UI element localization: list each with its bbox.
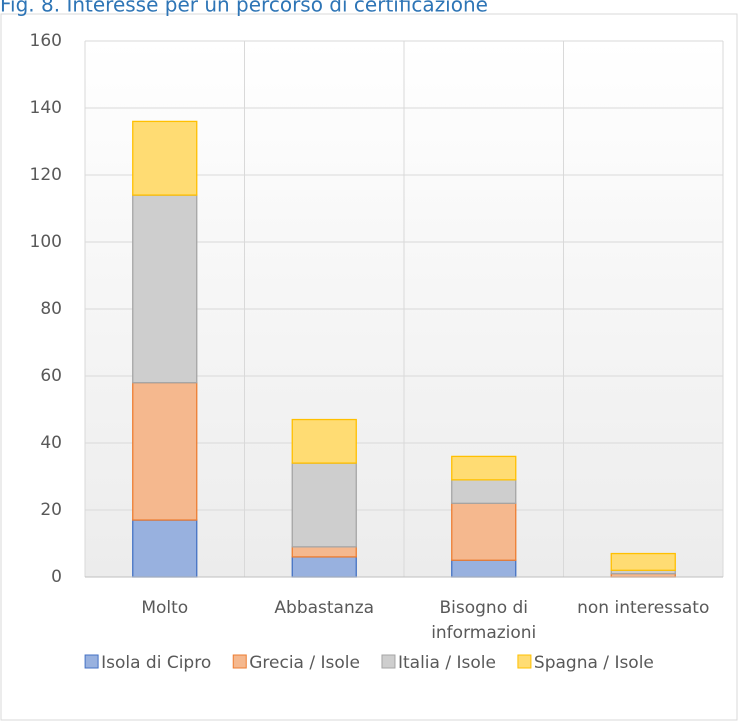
x-tick-label: Abbastanza (274, 598, 375, 618)
legend-swatch (381, 654, 396, 669)
y-tick-label: 20 (40, 500, 62, 520)
bar-segment (610, 552, 676, 571)
y-tick-label: 140 (30, 98, 62, 118)
bar-segment (451, 455, 517, 481)
bar-segment (291, 546, 357, 558)
legend-label: Spagna / Isole (534, 653, 654, 673)
y-tick-label: 120 (30, 165, 62, 185)
bar-segment (132, 120, 198, 196)
legend-swatch (232, 654, 247, 669)
legend-label: Grecia / Isole (249, 653, 360, 673)
bar-segment (132, 519, 198, 578)
legend-label: Isola di Cipro (101, 653, 211, 673)
bar-segment (451, 559, 517, 578)
legend-label: Italia / Isole (398, 653, 496, 673)
bar-segment (132, 194, 198, 384)
bar-segment (291, 556, 357, 578)
y-tick-label: 80 (40, 299, 62, 319)
x-tick-label: Bisogno di informazioni (431, 598, 537, 643)
y-tick-label: 160 (30, 31, 62, 51)
y-tick-label: 100 (30, 232, 62, 252)
bar-segment (291, 418, 357, 464)
x-tick-label: non interessato (577, 598, 710, 618)
y-tick-label: 60 (40, 366, 62, 386)
bar-segment (451, 502, 517, 561)
y-tick-label: 40 (40, 433, 62, 453)
bar-segment (451, 479, 517, 504)
bar-segment (291, 462, 357, 548)
y-tick-label: 0 (51, 567, 62, 587)
legend-swatch (517, 654, 532, 669)
legend-swatch (84, 654, 99, 669)
x-tick-label: Molto (141, 598, 189, 618)
chart-title: Fig. 8. Interesse per un percorso di cer… (0, 0, 488, 17)
bar-segment (132, 382, 198, 521)
